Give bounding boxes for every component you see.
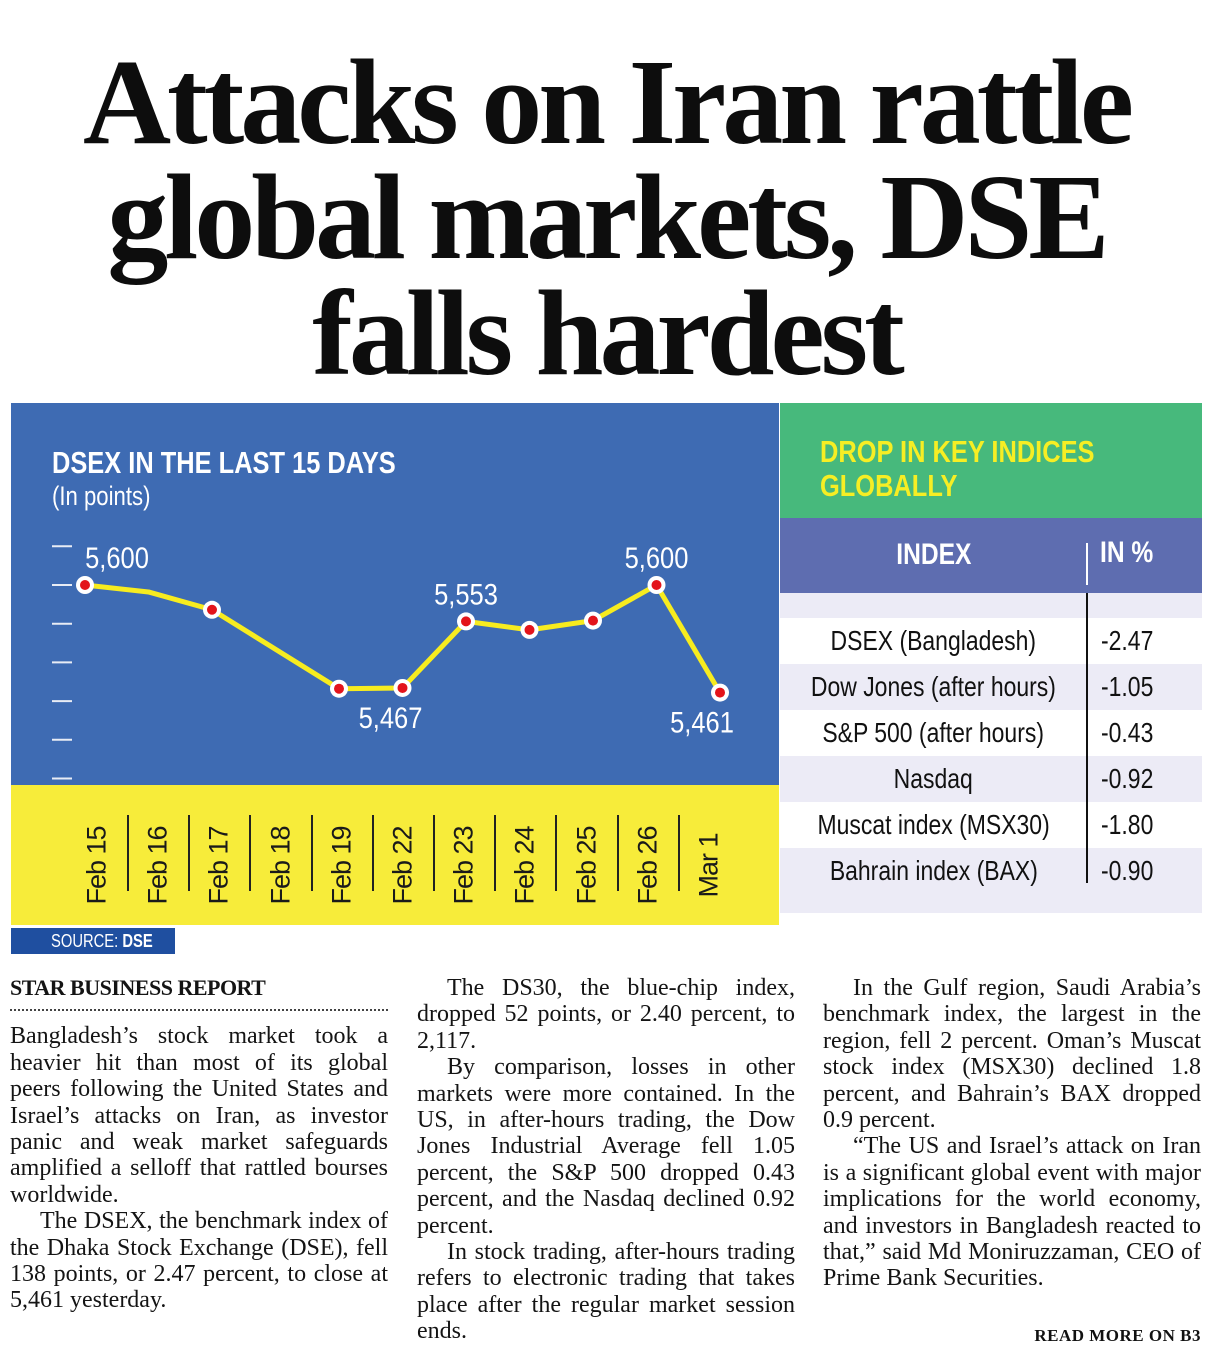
read-more-link[interactable]: READ MORE ON B3 (1034, 1326, 1201, 1345)
headline-line-3: falls hardest (312, 266, 905, 401)
x-tick-label: Feb 23 (448, 825, 479, 905)
headline-line-2: global markets, DSE (107, 150, 1109, 285)
article-paragraph: The DS30, the blue-chip index, dropped 5… (417, 975, 795, 1054)
x-tick-divider (494, 815, 497, 891)
article-column-2: The DS30, the blue-chip index, dropped 5… (417, 975, 795, 1345)
source-tag: SOURCE: DSE (11, 928, 175, 954)
index-name: Muscat index (MSX30) (817, 809, 1050, 840)
x-tick-label: Feb 15 (81, 825, 112, 905)
data-label: 5,461 (670, 706, 734, 739)
x-tick-divider (677, 815, 680, 891)
x-tick-divider (127, 815, 129, 891)
x-tick-divider (616, 815, 619, 891)
x-tick-label: Feb 26 (632, 825, 663, 905)
x-tick-divider (188, 815, 191, 891)
table-header: INDEX IN % (780, 518, 1202, 593)
chart-subtitle: (In points) (52, 481, 151, 511)
data-label: 5,467 (359, 701, 423, 734)
table-title: DROP IN KEY INDICES GLOBALLY (780, 403, 1202, 518)
x-tick-divider (310, 815, 313, 891)
index-name: Nasdaq (893, 763, 974, 794)
index-name: DSEX (Bangladesh) (830, 625, 1037, 656)
dsex-chart: 5,600 5,467 5,553 5,600 5,461 DSEX IN THE LA… (11, 403, 779, 785)
data-point (715, 687, 725, 698)
data-point (334, 683, 344, 694)
index-name: Dow Jones (after hours) (810, 671, 1056, 702)
chart-plot: 5,600 5,467 5,553 5,600 5,461 (52, 541, 734, 780)
col-index-header: INDEX (895, 538, 972, 571)
x-tick-label: Feb 16 (142, 825, 173, 905)
data-point (397, 682, 408, 693)
article-paragraph: In stock trading, after-hours trading re… (417, 1239, 795, 1345)
series-line (84, 582, 723, 694)
article-paragraph: In the Gulf region, Saudi Arabia’s bench… (823, 975, 1201, 1134)
index-pct: -0.43 (1101, 717, 1154, 748)
article-column-1: STAR BUSINESS REPORT Bangladesh’s stock … (10, 975, 388, 1314)
byline: STAR BUSINESS REPORT (10, 975, 388, 1012)
chart-x-axis: Feb 15 Feb 16 Feb 17 Feb 18 Feb 19 Feb 22 Feb … (11, 785, 779, 925)
x-tick-divider (371, 815, 374, 891)
index-pct: -0.92 (1101, 763, 1154, 794)
headline-line-1: Attacks on Iran rattle (82, 35, 1134, 170)
table-row: Nasdaq -0.92 (780, 756, 1202, 802)
x-tick-label: Feb 22 (387, 825, 418, 905)
index-pct: -1.05 (1101, 671, 1154, 702)
data-point (651, 580, 662, 590)
data-point (524, 624, 535, 635)
table-row: S&P 500 (after hours) -0.43 (780, 710, 1202, 756)
index-name: S&P 500 (after hours) (822, 717, 1045, 748)
x-tick-label: Mar 1 (693, 832, 724, 898)
table-row: DSEX (Bangladesh) -2.47 (780, 618, 1202, 664)
table-row: Muscat index (MSX30) -1.80 (780, 802, 1202, 848)
index-pct: -1.80 (1101, 809, 1154, 840)
article-paragraph: The DSEX, the benchmark index of the Dha… (10, 1208, 388, 1314)
data-label: 5,600 (85, 541, 149, 574)
col-pct-header: IN % (1100, 536, 1154, 569)
article-paragraph: “The US and Israel’s attack on Iran is a… (823, 1133, 1201, 1292)
index-pct: -0.90 (1101, 855, 1154, 886)
x-tick-divider (433, 815, 435, 891)
table-row: Dow Jones (after hours) -1.05 (780, 664, 1202, 710)
article-column-3: In the Gulf region, Saudi Arabia’s bench… (823, 975, 1201, 1292)
indices-table: DROP IN KEY INDICES GLOBALLY INDEX IN % … (780, 403, 1202, 913)
data-label: 5,600 (625, 541, 689, 574)
data-point (207, 604, 217, 615)
x-tick-label: Feb 18 (265, 825, 296, 905)
table-row: Bahrain index (BAX) -0.90 (780, 848, 1202, 894)
data-point (80, 580, 90, 590)
x-tick-divider (249, 815, 252, 891)
x-tick-divider (555, 815, 558, 891)
data-point (461, 616, 471, 627)
index-name: Bahrain index (BAX) (829, 855, 1038, 886)
header-divider (1086, 543, 1088, 585)
data-point (588, 615, 598, 626)
data-label: 5,553 (434, 577, 498, 610)
chart-title: DSEX IN THE LAST 15 DAYS (52, 445, 396, 480)
index-pct: -2.47 (1101, 625, 1154, 656)
x-tick-label: Feb 25 (571, 825, 602, 905)
x-tick-label: Feb 24 (509, 825, 540, 905)
x-tick-label: Feb 19 (326, 825, 357, 905)
x-tick-label: Feb 17 (203, 825, 234, 905)
article-paragraph: Bangladesh’s stock market took a heavier… (10, 1023, 388, 1208)
article-paragraph: By comparison, losses in other markets w… (417, 1054, 795, 1239)
column-divider (1086, 593, 1088, 883)
